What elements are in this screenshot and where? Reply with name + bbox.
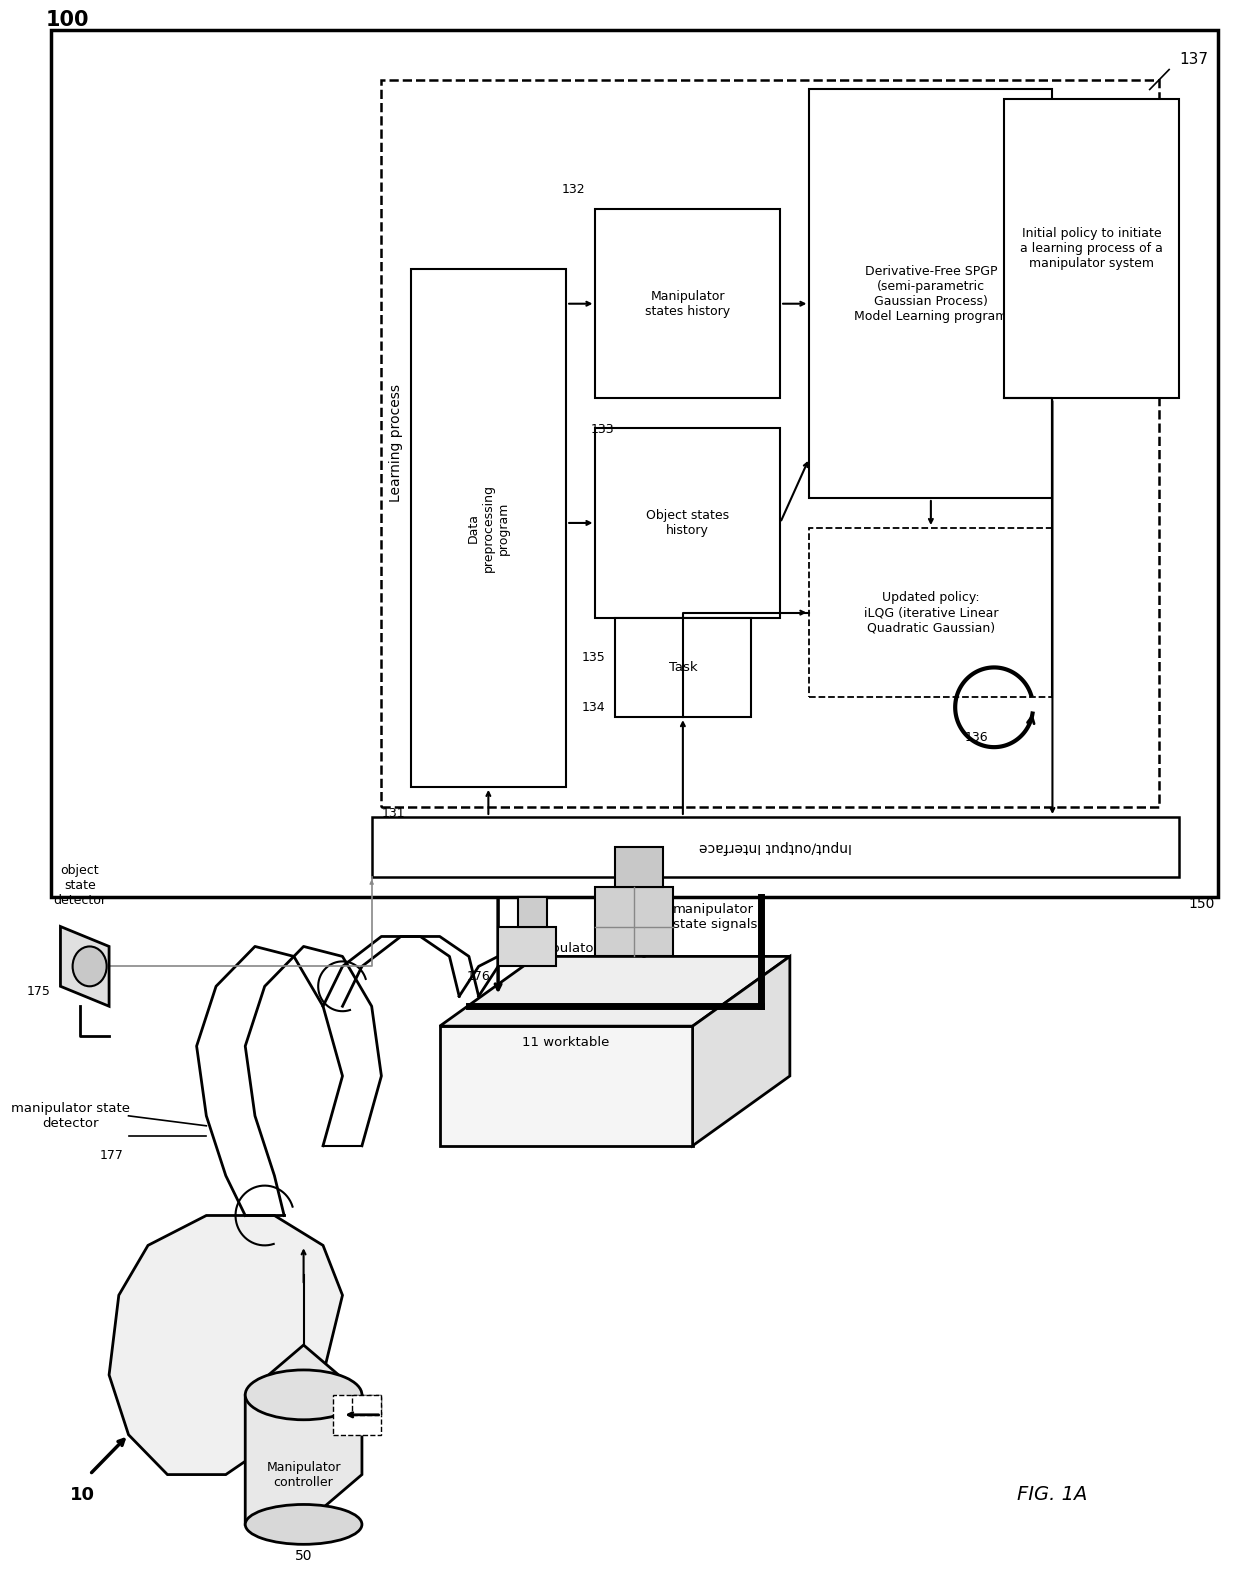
Text: 175: 175 (27, 984, 51, 998)
Bar (810, 528, 1053, 697)
Text: Object states
history: Object states history (646, 509, 729, 536)
Text: manipulator state
detector: manipulator state detector (11, 1102, 130, 1129)
Text: Manipulator
controller: Manipulator controller (267, 1460, 341, 1489)
Text: Input/output Interface: Input/output Interface (699, 841, 852, 853)
Bar (595, 210, 780, 399)
Bar (615, 847, 663, 886)
Text: 11 worktable: 11 worktable (522, 1036, 610, 1049)
Bar (372, 817, 1179, 877)
Ellipse shape (246, 1504, 362, 1544)
Ellipse shape (73, 946, 107, 986)
Bar (352, 1394, 382, 1415)
Bar (615, 618, 751, 718)
Text: manipulator operation
data: manipulator operation data (517, 943, 667, 970)
Polygon shape (693, 956, 790, 1146)
Text: Manipulator
states history: Manipulator states history (645, 290, 730, 317)
Bar (595, 429, 780, 618)
Text: Updated policy:
iLQG (iterative Linear
Quadratic Gaussian): Updated policy: iLQG (iterative Linear Q… (863, 591, 998, 634)
Text: 150: 150 (1189, 897, 1215, 910)
Polygon shape (440, 956, 790, 1027)
Text: 137: 137 (1179, 52, 1208, 68)
Bar (810, 90, 1053, 498)
Text: manipulator
state signals: manipulator state signals (673, 902, 758, 930)
Text: 135: 135 (582, 651, 605, 664)
Text: 131: 131 (382, 807, 405, 820)
Text: 50: 50 (295, 1549, 312, 1563)
Text: 133: 133 (590, 423, 614, 437)
Bar (498, 927, 557, 967)
Text: 132: 132 (562, 183, 585, 196)
Bar (517, 897, 547, 927)
Ellipse shape (246, 1370, 362, 1419)
Polygon shape (109, 1216, 342, 1474)
Polygon shape (246, 1345, 362, 1525)
Text: 100: 100 (46, 9, 89, 30)
Bar (332, 1394, 382, 1435)
Text: Task: Task (668, 661, 697, 673)
Text: Learning process: Learning process (389, 385, 403, 501)
Text: 134: 134 (582, 700, 605, 714)
Bar (51, 30, 1218, 897)
Polygon shape (61, 927, 109, 1006)
Text: 177: 177 (99, 1150, 123, 1162)
Text: 176: 176 (466, 970, 491, 982)
Text: FIG. 1A: FIG. 1A (1017, 1486, 1087, 1504)
Bar (382, 79, 1159, 807)
Bar (1004, 99, 1179, 399)
Bar (440, 1027, 693, 1146)
Text: Data
preprocessing
program: Data preprocessing program (467, 484, 510, 572)
Text: object
state
detector: object state detector (53, 864, 107, 907)
Bar (410, 268, 567, 787)
Text: Initial policy to initiate
a learning process of a
manipulator system: Initial policy to initiate a learning pr… (1021, 227, 1163, 270)
Text: 10: 10 (71, 1486, 95, 1503)
Text: 136: 136 (965, 730, 988, 744)
Text: Derivative-Free SPGP
(semi-parametric
Gaussian Process)
Model Learning program: Derivative-Free SPGP (semi-parametric Ga… (854, 265, 1008, 323)
Bar (595, 886, 673, 956)
